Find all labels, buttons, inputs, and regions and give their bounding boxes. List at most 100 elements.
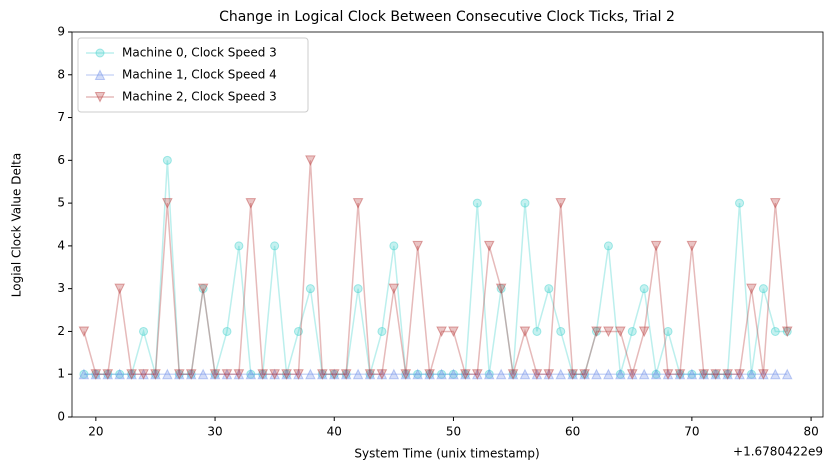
marker [94, 92, 106, 103]
chart-title: Change in Logical Clock Between Consecut… [219, 9, 675, 25]
marker [579, 369, 590, 380]
marker [507, 369, 519, 380]
marker [401, 369, 411, 379]
marker [484, 369, 494, 379]
marker [532, 326, 542, 336]
marker [293, 326, 303, 336]
marker [781, 326, 793, 338]
marker [413, 369, 423, 379]
marker [281, 368, 292, 380]
marker [90, 369, 102, 380]
marker [460, 369, 471, 380]
marker [543, 369, 555, 380]
marker [698, 368, 710, 380]
series [79, 155, 792, 379]
marker [138, 369, 149, 380]
marker [115, 369, 125, 379]
marker [328, 369, 340, 380]
marker [376, 369, 388, 380]
marker [197, 283, 209, 295]
marker [770, 198, 781, 209]
y-tick-label: 3 [57, 281, 65, 295]
marker [91, 369, 101, 379]
marker [197, 368, 209, 380]
marker [114, 283, 125, 295]
marker [722, 369, 733, 380]
marker [412, 368, 424, 380]
marker [591, 368, 602, 380]
y-tick-label: 6 [57, 153, 65, 167]
marker [221, 369, 233, 380]
marker [448, 369, 458, 379]
marker [317, 368, 328, 380]
marker [293, 368, 304, 380]
marker [460, 368, 471, 380]
y-tick-label: 8 [57, 67, 65, 81]
marker [580, 369, 590, 379]
marker [615, 369, 625, 379]
marker [567, 368, 578, 380]
marker [495, 283, 507, 295]
marker [555, 368, 567, 380]
marker [305, 368, 316, 380]
marker [400, 369, 412, 380]
marker [638, 326, 650, 338]
marker [686, 240, 698, 252]
x-axis-label: System Time (unix timestamp) [354, 447, 539, 461]
legend-label: Machine 2, Clock Speed 3 [122, 90, 277, 104]
y-tick-label: 4 [57, 238, 65, 252]
marker [638, 368, 650, 380]
marker [364, 368, 376, 380]
marker [400, 368, 412, 380]
marker [711, 369, 721, 379]
marker [233, 369, 245, 380]
y-tick-label: 5 [57, 196, 65, 210]
marker [723, 369, 733, 379]
marker [126, 368, 137, 380]
marker [722, 368, 733, 380]
marker [103, 369, 113, 379]
marker [305, 284, 315, 294]
marker [758, 284, 768, 294]
marker [246, 369, 256, 379]
marker [185, 368, 197, 380]
marker [579, 368, 590, 380]
marker [460, 369, 470, 379]
marker [567, 369, 578, 380]
marker [150, 369, 161, 380]
marker [221, 368, 233, 380]
marker [102, 368, 114, 380]
marker [269, 369, 280, 380]
marker [746, 368, 757, 380]
y-tick-label: 2 [57, 324, 65, 338]
marker [735, 198, 745, 208]
marker [603, 326, 614, 338]
marker [591, 326, 602, 338]
series [78, 368, 793, 380]
marker [520, 198, 530, 208]
x-tick-label: 70 [684, 425, 699, 439]
marker [376, 368, 388, 380]
marker [95, 48, 105, 58]
marker [90, 368, 102, 380]
x-tick-label: 30 [207, 425, 222, 439]
marker [150, 369, 160, 379]
marker [102, 369, 114, 380]
marker [448, 368, 459, 380]
marker [675, 369, 685, 379]
marker [234, 241, 244, 251]
legend-box [77, 37, 309, 113]
series-line [83, 160, 788, 375]
marker [293, 369, 304, 380]
marker [568, 369, 578, 379]
marker [603, 368, 614, 380]
marker [746, 283, 757, 295]
marker [365, 369, 375, 379]
marker [508, 369, 518, 379]
marker [674, 368, 686, 380]
x-tick-label: 80 [803, 425, 818, 439]
marker [305, 155, 316, 166]
marker [507, 368, 519, 380]
x-tick-label: 60 [565, 425, 580, 439]
marker [341, 369, 351, 379]
